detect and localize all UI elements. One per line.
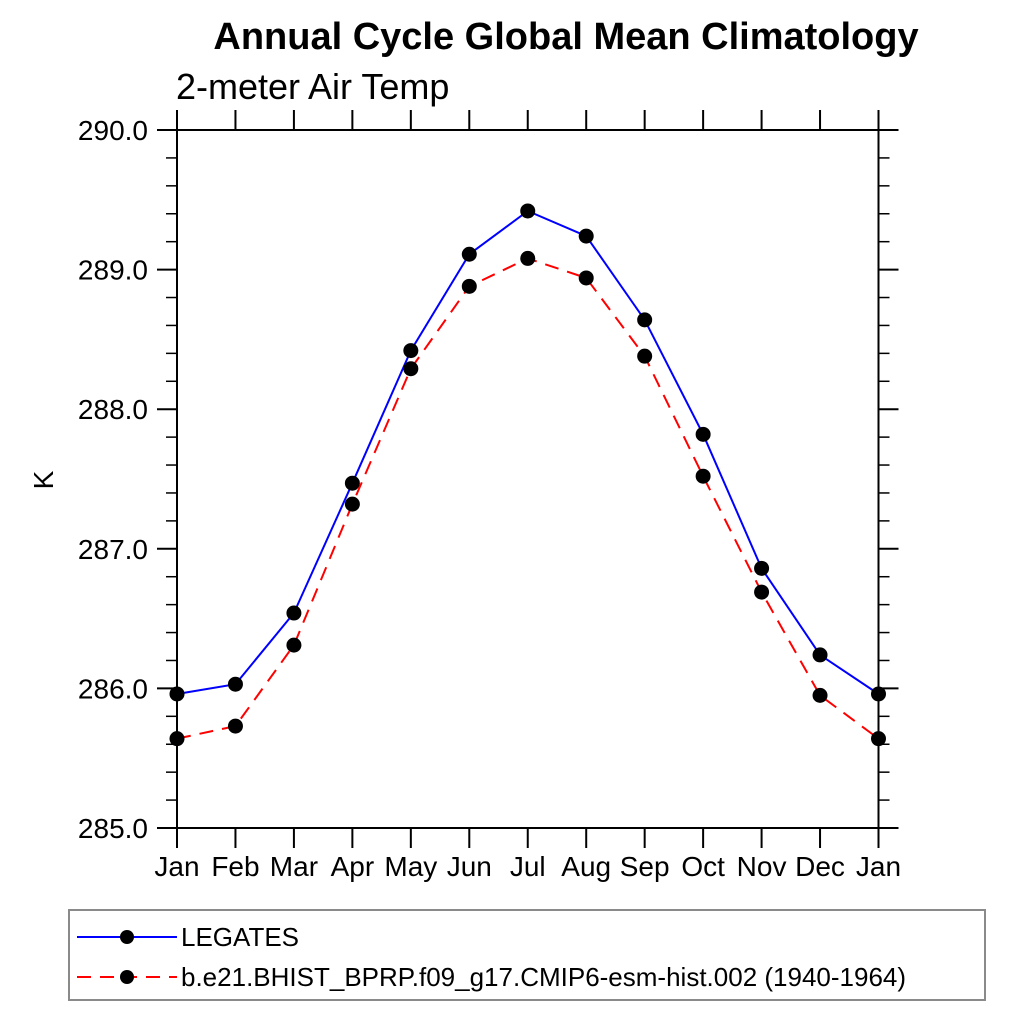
series-line-1	[176, 257, 880, 740]
data-point-marker	[871, 686, 886, 702]
data-point-marker	[286, 637, 302, 653]
data-point-marker	[871, 731, 886, 747]
chart-title: Annual Cycle Global Mean Climatology	[213, 16, 919, 58]
data-point-marker	[344, 475, 360, 491]
legend-label-legates: LEGATES	[181, 921, 300, 952]
data-point-marker	[461, 246, 477, 262]
data-point-marker	[344, 496, 360, 512]
data-point-marker	[637, 348, 653, 364]
x-tick-label: Oct	[681, 851, 725, 882]
legend-marker-dot	[120, 970, 134, 984]
data-point-marker	[812, 687, 828, 703]
data-point-marker	[227, 718, 243, 734]
x-tick-label: May	[384, 851, 437, 882]
data-point-marker	[637, 312, 653, 328]
x-tick-label: Jul	[510, 851, 546, 882]
legend-label-model: b.e21.BHIST_BPRP.f09_g17.CMIP6-esm-hist.…	[181, 961, 907, 992]
y-tick-label: 285.0	[78, 813, 148, 844]
data-point-marker	[403, 343, 419, 359]
data-point-marker	[578, 270, 594, 286]
data-point-marker	[520, 203, 536, 219]
y-axis-label: K	[28, 470, 59, 490]
y-tick-label: 288.0	[78, 394, 148, 425]
data-point-marker	[695, 468, 711, 484]
data-point-marker	[520, 250, 536, 266]
legend-item-legates: LEGATES	[75, 917, 299, 957]
y-tick-label: 290.0	[78, 115, 148, 146]
data-point-marker	[695, 426, 711, 442]
legend-box: LEGATES b.e21.BHIST_BPRP.f09_g17.CMIP6-e…	[68, 909, 986, 1001]
y-tick-label: 287.0	[78, 534, 148, 565]
x-tick-label: Nov	[737, 851, 787, 882]
plot-border	[176, 129, 880, 829]
x-tick-label: Jan	[856, 851, 901, 882]
data-point-marker	[754, 584, 770, 600]
x-tick-label: Feb	[211, 851, 259, 882]
data-point-marker	[754, 560, 770, 576]
x-tick-label: Sep	[620, 851, 670, 882]
y-tick-label: 289.0	[78, 255, 148, 286]
data-point-marker	[812, 647, 828, 663]
chart-subtitle: 2-meter Air Temp	[176, 66, 450, 107]
legend-marker-dot	[120, 930, 134, 944]
series-line-0	[176, 209, 880, 695]
data-point-marker	[227, 676, 243, 692]
data-point-marker	[403, 361, 419, 377]
y-tick-label: 286.0	[78, 673, 148, 704]
legend-line-sample-model	[77, 970, 177, 984]
legend-line-sample-legates	[77, 930, 177, 944]
x-tick-label: Jun	[447, 851, 492, 882]
x-tick-label: Dec	[795, 851, 845, 882]
x-tick-label: Apr	[331, 851, 375, 882]
x-tick-label: Jan	[154, 851, 199, 882]
data-point-marker	[169, 686, 185, 702]
data-point-marker	[578, 228, 594, 244]
data-point-marker	[461, 278, 477, 294]
legend-item-model: b.e21.BHIST_BPRP.f09_g17.CMIP6-esm-hist.…	[75, 957, 906, 997]
data-point-marker	[169, 731, 185, 747]
x-tick-label: Aug	[561, 851, 611, 882]
x-tick-label: Mar	[270, 851, 318, 882]
data-point-marker	[286, 605, 302, 621]
